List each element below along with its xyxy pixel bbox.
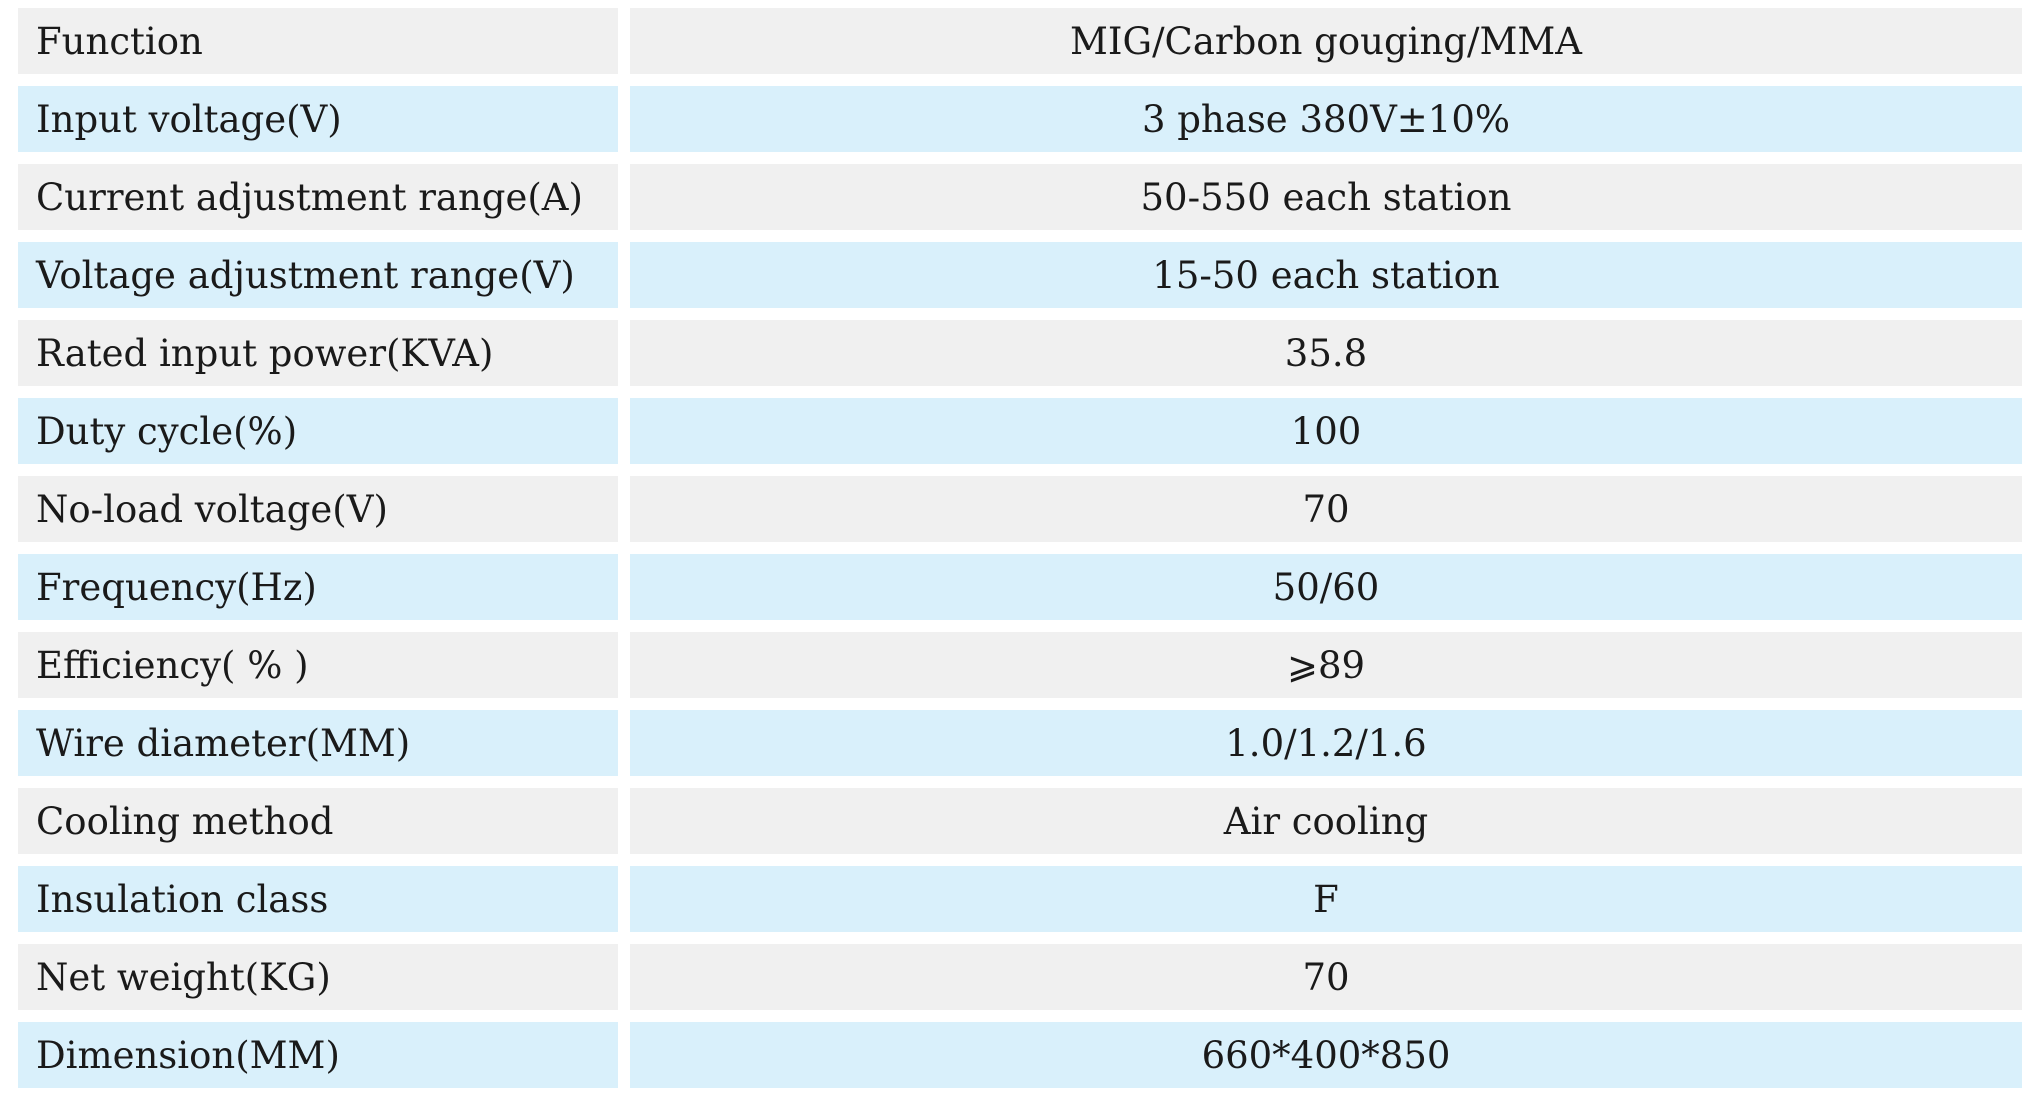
row-value: MIG/Carbon gouging/MMA [630, 8, 2022, 74]
table-row: Net weight(KG) 70 [18, 944, 2022, 1010]
table-row: Rated input power(KVA) 35.8 [18, 320, 2022, 386]
table-row: Duty cycle(%) 100 [18, 398, 2022, 464]
table-row: Wire diameter(MM) 1.0/1.2/1.6 [18, 710, 2022, 776]
row-value: 1.0/1.2/1.6 [630, 710, 2022, 776]
row-label: Rated input power(KVA) [18, 320, 618, 386]
spec-table: Function MIG/Carbon gouging/MMA Input vo… [18, 8, 2022, 1100]
row-value: 70 [630, 476, 2022, 542]
row-value: 50-550 each station [630, 164, 2022, 230]
row-value: ⩾89 [630, 632, 2022, 698]
row-value: 3 phase 380V±10% [630, 86, 2022, 152]
row-label: Voltage adjustment range(V) [18, 242, 618, 308]
row-value: F [630, 866, 2022, 932]
row-label: Current adjustment range(A) [18, 164, 618, 230]
table-row: Function MIG/Carbon gouging/MMA [18, 8, 2022, 74]
row-value: 35.8 [630, 320, 2022, 386]
table-row: Dimension(MM) 660*400*850 [18, 1022, 2022, 1088]
row-label: Duty cycle(%) [18, 398, 618, 464]
table-row: Frequency(Hz) 50/60 [18, 554, 2022, 620]
table-row: Cooling method Air cooling [18, 788, 2022, 854]
table-row: Voltage adjustment range(V) 15-50 each s… [18, 242, 2022, 308]
row-label: Input voltage(V) [18, 86, 618, 152]
row-value: 50/60 [630, 554, 2022, 620]
row-label: Efficiency( % ) [18, 632, 618, 698]
table-row: Input voltage(V) 3 phase 380V±10% [18, 86, 2022, 152]
row-label: No-load voltage(V) [18, 476, 618, 542]
row-label: Dimension(MM) [18, 1022, 618, 1088]
row-value: 70 [630, 944, 2022, 1010]
table-row: Efficiency( % ) ⩾89 [18, 632, 2022, 698]
row-label: Net weight(KG) [18, 944, 618, 1010]
row-label: Insulation class [18, 866, 618, 932]
table-row: Insulation class F [18, 866, 2022, 932]
row-value: 15-50 each station [630, 242, 2022, 308]
row-label: Frequency(Hz) [18, 554, 618, 620]
row-label: Wire diameter(MM) [18, 710, 618, 776]
row-value: Air cooling [630, 788, 2022, 854]
table-row: Current adjustment range(A) 50-550 each … [18, 164, 2022, 230]
row-label: Cooling method [18, 788, 618, 854]
row-value: 660*400*850 [630, 1022, 2022, 1088]
row-value: 100 [630, 398, 2022, 464]
table-row: No-load voltage(V) 70 [18, 476, 2022, 542]
row-label: Function [18, 8, 618, 74]
